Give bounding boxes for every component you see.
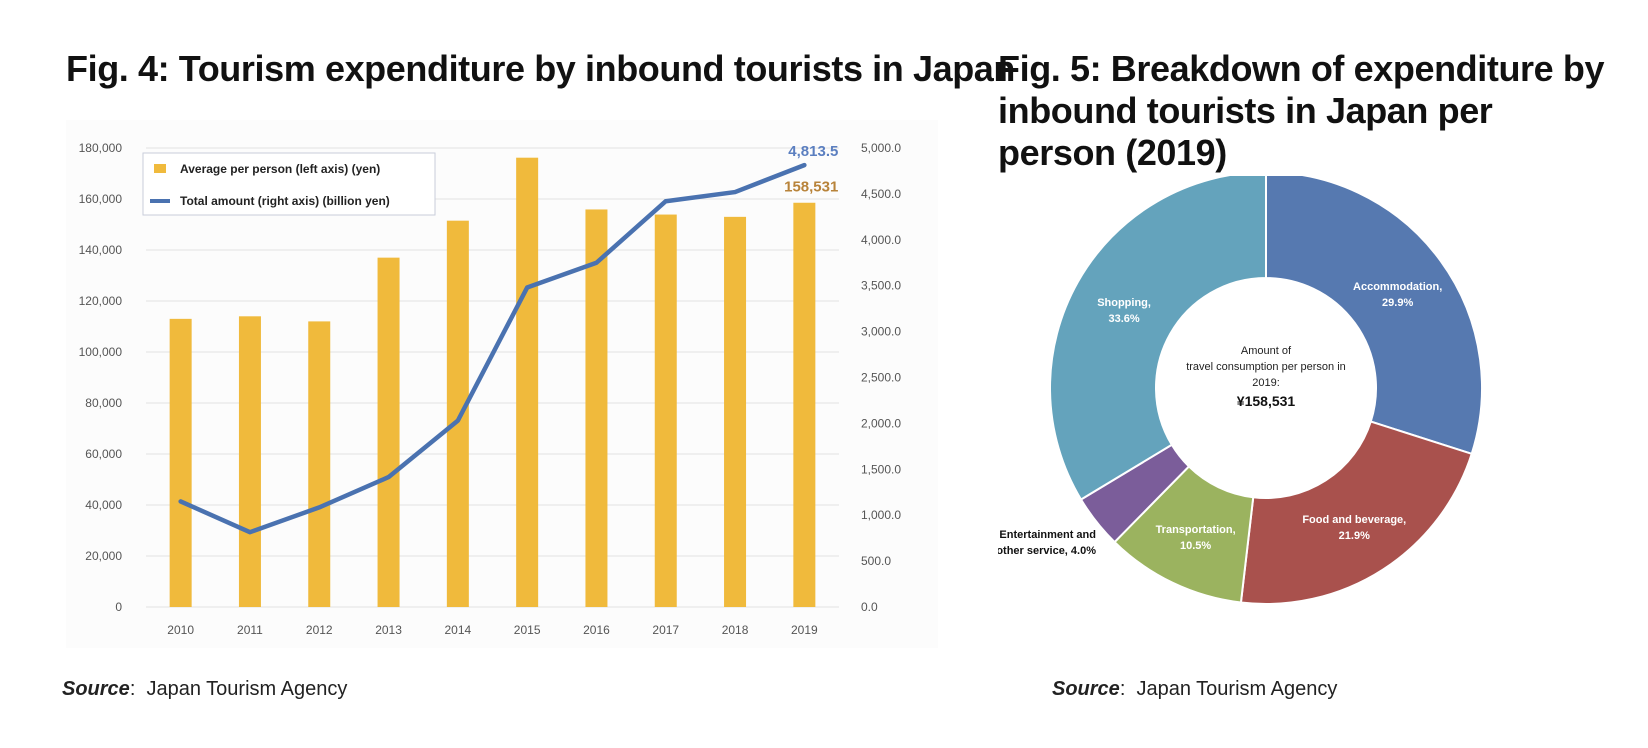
- legend-box: [142, 152, 436, 216]
- bar-average-per-person: [446, 220, 469, 608]
- x-tick-label: 2011: [237, 623, 263, 637]
- y-left-tick-label: 80,000: [85, 396, 122, 410]
- data-label-average-2019: 158,531: [784, 179, 838, 196]
- expenditure-bar-line-chart: 0 20,000 40,000 60,000 80,000 100,000 120,000 1…: [66, 120, 938, 648]
- donut-slice-percent: 33.6%: [1108, 313, 1139, 325]
- y-right-tick-label: 3,500.0: [861, 279, 901, 293]
- donut-center-line3: 2019:: [1252, 377, 1280, 389]
- bar-average-per-person: [585, 209, 608, 607]
- donut-slice-label: Food and beverage,: [1302, 514, 1406, 526]
- fig4-title: Fig. 4: Tourism expenditure by inbound t…: [66, 48, 1016, 89]
- donut-slice-percent: 21.9%: [1339, 530, 1370, 542]
- line-total-amount: [178, 162, 807, 535]
- bar-average-per-person: [654, 214, 677, 607]
- fig4-source-text: Japan Tourism Agency: [146, 678, 348, 700]
- bar-average-per-person: [516, 157, 539, 607]
- donut-center-line2: travel consumption per person in: [1186, 361, 1346, 373]
- fig5-source-note: Source: Japan Tourism Agency: [1052, 678, 1338, 700]
- x-tick-label: 2015: [514, 623, 541, 637]
- expenditure-breakdown-donut-chart: Accommodation, 29.9% Food and beverage, 21.…: [998, 176, 1483, 605]
- bar-average-per-person: [308, 321, 331, 607]
- y-left-tick-label: 100,000: [79, 345, 123, 359]
- legend-label-average: Average per person (left axis) (yen): [180, 162, 380, 176]
- bar-average-per-person: [793, 202, 816, 607]
- y-left-tick-label: 160,000: [79, 192, 123, 206]
- donut-slice-percent: 29.9%: [1382, 297, 1413, 309]
- x-tick-label: 2014: [444, 623, 471, 637]
- y-right-tick-label: 0.0: [861, 600, 878, 614]
- y-left-tick-label: 180,000: [79, 141, 123, 155]
- fig5-source-label: Source: [1052, 678, 1120, 700]
- donut-slice: [1049, 176, 1267, 501]
- donut-slice: [1239, 420, 1473, 605]
- x-tick-label: 2017: [652, 623, 679, 637]
- donut-slice-label: Shopping,: [1097, 297, 1151, 309]
- fig4-source-label: Source: [62, 678, 130, 700]
- y-left-tick-label: 60,000: [85, 447, 122, 461]
- y-right-tick-label: 2,000.0: [861, 416, 901, 430]
- fig5-source-text: Japan Tourism Agency: [1136, 678, 1338, 700]
- x-tick-label: 2016: [583, 623, 610, 637]
- x-tick-label: 2010: [167, 623, 194, 637]
- legend-label-total: Total amount (right axis) (billion yen): [180, 194, 390, 208]
- donut-outside-label: other service, 4.0%: [998, 545, 1096, 557]
- y-left-tick-label: 0: [115, 600, 122, 614]
- y-left-tick-label: 140,000: [79, 243, 123, 257]
- y-left-tick-label: 40,000: [85, 498, 122, 512]
- fig5-title: Fig. 5: Breakdown of expenditure by inbo…: [998, 48, 1605, 173]
- bar-average-per-person: [377, 257, 400, 607]
- donut-center-line1: Amount of: [1241, 345, 1292, 357]
- bar-average-per-person: [169, 318, 192, 607]
- y-right-tick-label: 2,500.0: [861, 371, 901, 385]
- y-left-tick-label: 120,000: [79, 294, 123, 308]
- donut-slice: [1265, 176, 1483, 456]
- y-left-tick-label: 20,000: [85, 549, 122, 563]
- donut-slice-label: Accommodation,: [1353, 281, 1442, 293]
- fig4-source-note: Source: Japan Tourism Agency: [62, 678, 348, 700]
- x-tick-label: 2019: [791, 623, 818, 637]
- data-label-total-2019: 4,813.5: [788, 143, 838, 160]
- y-right-tick-label: 5,000.0: [861, 141, 901, 155]
- y-right-tick-label: 4,500.0: [861, 187, 901, 201]
- donut-slice-percent: 10.5%: [1180, 540, 1211, 552]
- y-right-tick-label: 1,000.0: [861, 508, 901, 522]
- donut-slice-label: Transportation,: [1156, 524, 1236, 536]
- bar-average-per-person: [724, 216, 747, 607]
- x-tick-label: 2012: [306, 623, 333, 637]
- y-right-tick-label: 1,500.0: [861, 462, 901, 476]
- donut-outside-label: Entertainment and: [999, 529, 1096, 541]
- y-right-tick-label: 4,000.0: [861, 233, 901, 247]
- donut-center-value: ¥158,531: [1237, 393, 1296, 409]
- legend: Average per person (left axis) (yen) Tota…: [142, 152, 436, 216]
- x-tick-label: 2013: [375, 623, 402, 637]
- y-right-tick-label: 500.0: [861, 554, 891, 568]
- bar-average-per-person: [238, 316, 261, 607]
- legend-swatch-bar: [154, 164, 166, 173]
- x-tick-label: 2018: [722, 623, 749, 637]
- y-right-tick-label: 3,000.0: [861, 325, 901, 339]
